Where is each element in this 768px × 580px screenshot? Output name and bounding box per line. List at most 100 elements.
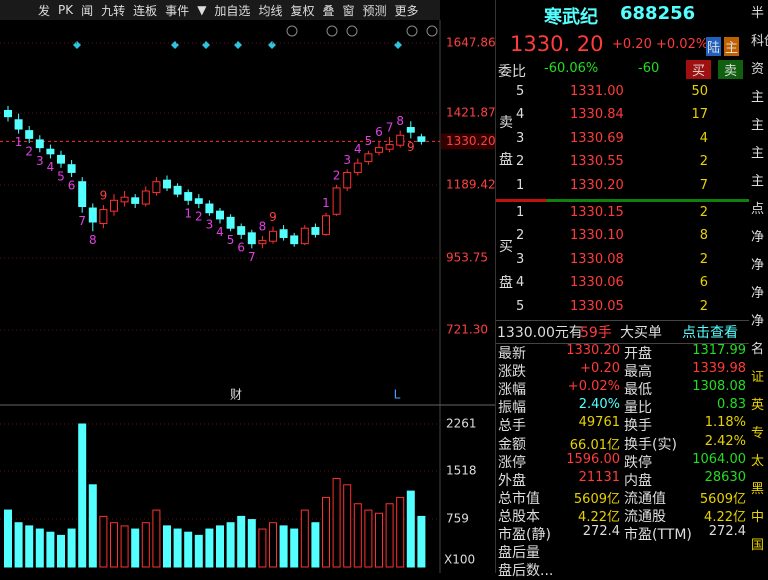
pct: +0.02%	[656, 37, 709, 52]
last-price-box	[441, 133, 495, 150]
candle-body	[364, 153, 373, 163]
candle-body	[396, 134, 405, 146]
quote-value: 5609亿	[573, 491, 620, 507]
quote-label: 盘后数...	[498, 563, 554, 580]
event-markers	[73, 41, 402, 49]
stock-name: 寒武纪	[544, 7, 598, 28]
level-price: 1330.06	[570, 275, 624, 291]
td-count: 3	[343, 153, 351, 167]
level-volume: 8	[699, 228, 708, 244]
y-tick-label: 2261	[446, 417, 477, 431]
candle-body	[35, 139, 44, 149]
y-tick-label: 759	[446, 511, 469, 525]
level: 4	[516, 107, 525, 123]
td-count: 5	[365, 134, 373, 148]
quote-value: 4.22亿	[704, 509, 746, 525]
td-count: 1	[184, 206, 192, 220]
candle-body	[184, 192, 193, 201]
level: 2	[516, 154, 525, 170]
candle-body	[311, 227, 320, 235]
candle-body	[46, 148, 55, 155]
candle-body	[25, 130, 34, 139]
change: +0.20	[612, 37, 652, 52]
volume-bar	[35, 528, 44, 568]
level: 1	[516, 205, 525, 220]
toolbar-item[interactable]: ▼	[197, 3, 207, 17]
toolbar-item[interactable]: 均线	[258, 3, 283, 18]
quote-value: 1330.20	[566, 343, 620, 358]
toolbar-item[interactable]: 闻	[81, 3, 94, 18]
level-volume: 17	[691, 107, 708, 123]
volume-bar	[300, 509, 309, 568]
y-tick-label: 1518	[446, 463, 477, 477]
side-fragment: 主	[751, 90, 765, 105]
level-price: 1330.10	[570, 228, 624, 244]
side-fragment: 太	[751, 454, 765, 469]
big-order: 59手	[580, 325, 612, 341]
candle-body	[237, 226, 246, 235]
quote-value: 272.4	[582, 524, 620, 539]
td-count: 5	[57, 169, 65, 183]
td-count: 4	[216, 225, 224, 239]
volume-bar	[311, 522, 320, 568]
level-volume: 6	[699, 275, 708, 291]
side-fragment: 专	[751, 426, 765, 441]
buy-button[interactable]: 买	[686, 60, 712, 79]
y-tick-label: 1189.42	[446, 178, 495, 192]
quote-label: 换手	[624, 418, 652, 435]
level: 1	[516, 177, 525, 193]
level: 3	[516, 130, 525, 146]
chart-tools[interactable]	[286, 25, 438, 37]
quote-value: 272.4	[708, 524, 746, 539]
level-volume: 2	[699, 298, 708, 314]
quote-label: 开盘	[624, 346, 652, 362]
toolbar-item[interactable]: 更多	[394, 3, 419, 18]
toolbar-item[interactable]: 复权	[290, 3, 315, 18]
td-count: 8	[89, 233, 97, 247]
volume-bar	[78, 423, 87, 568]
side-fragment: 中	[751, 510, 765, 525]
toolbar-item[interactable]: 九转	[101, 3, 126, 18]
candle-body	[120, 196, 129, 203]
side-fragment: 净	[751, 230, 765, 245]
level-price: 1330.84	[570, 107, 624, 123]
level-volume: 2	[699, 205, 708, 220]
side-fragment: 主	[751, 174, 765, 189]
candle-body	[269, 230, 277, 242]
td-count: 7	[386, 120, 394, 134]
toolbar-item[interactable]: PK	[58, 3, 74, 17]
side-fragment: 主	[751, 118, 765, 133]
td-count: 7	[78, 214, 86, 228]
toolbar-item[interactable]: 预测	[362, 3, 387, 18]
y-tick-label: 721.30	[446, 323, 488, 337]
td-count: 3	[206, 217, 214, 231]
toolbar-item[interactable]: 叠	[322, 3, 335, 18]
toolbar-item[interactable]: 连板	[133, 3, 158, 18]
side-column: 半科创资主主主主点净净净净名证英专太黑中国	[749, 0, 768, 573]
level-price: 1330.20	[570, 177, 624, 193]
toolbar-item[interactable]: 事件	[165, 3, 190, 18]
toolbar-item[interactable]: 窗	[342, 3, 355, 18]
toolbar-item[interactable]: 加自选	[214, 3, 251, 18]
candle-body	[216, 210, 224, 220]
side-fragment: 资	[751, 62, 765, 77]
big-order: 点击查看	[682, 325, 738, 341]
diff: -60	[638, 61, 660, 76]
candle-body	[88, 207, 97, 223]
candle-body	[57, 154, 65, 164]
chart: 1647.86 1421.87 1189.42 953.75 721.30 1330.20…	[0, 20, 495, 573]
quote-value: 21131	[578, 469, 620, 485]
level: 2	[516, 228, 525, 244]
volume-bar	[247, 519, 256, 568]
side-label: 盘	[499, 275, 513, 291]
candle-body	[290, 235, 299, 245]
sell-button[interactable]: 卖	[718, 60, 744, 79]
level: 3	[516, 251, 525, 267]
side-fragment: 国	[751, 538, 765, 553]
candle-body	[279, 229, 288, 238]
level: 4	[516, 275, 525, 291]
quote-label: 跌停	[624, 454, 652, 471]
td-count: 6	[68, 179, 76, 193]
toolbar-item[interactable]: 发	[38, 3, 51, 18]
toolbar: 发 PK 闻九转 连板 事件 ▼ 加自选 均线 复权叠窗预测 更多	[0, 0, 440, 20]
